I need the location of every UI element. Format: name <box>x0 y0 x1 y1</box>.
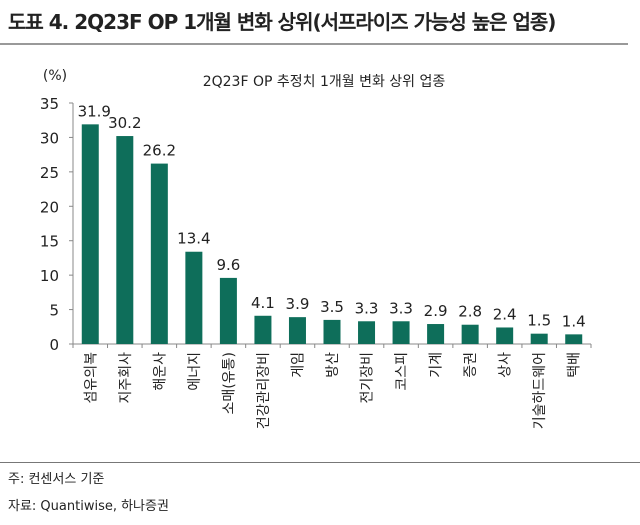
x-tick-label: 증권 <box>463 352 479 378</box>
y-tick-label: 25 <box>40 164 59 182</box>
data-label: 2.8 <box>458 303 482 321</box>
bar <box>288 317 306 344</box>
bar <box>496 327 514 344</box>
data-label: 31.9 <box>78 102 111 120</box>
y-axis-label: (%) <box>43 68 67 84</box>
y-tick-label: 10 <box>40 267 59 285</box>
x-tick-label: 방산 <box>325 352 341 378</box>
data-label: 9.6 <box>216 256 240 274</box>
bar <box>219 277 237 344</box>
title-divider <box>0 43 628 45</box>
y-tick-label: 20 <box>40 198 59 216</box>
data-label: 2.9 <box>424 302 448 320</box>
data-label: 26.2 <box>143 142 176 160</box>
x-tick-label: 에너지 <box>187 352 203 391</box>
data-label: 30.2 <box>108 114 141 132</box>
x-tick-label: 지주회사 <box>118 352 134 404</box>
chart-title: 2Q23F OP 추정치 1개월 변화 상위 업종 <box>203 74 446 90</box>
x-tick-label: 해운사 <box>152 352 168 391</box>
x-tick-label: 게임 <box>290 352 306 378</box>
bar <box>323 319 341 344</box>
bar <box>392 321 410 344</box>
x-tick-label: 기술하드웨어 <box>532 352 548 429</box>
data-label: 1.4 <box>562 312 586 330</box>
y-tick-label: 15 <box>40 233 59 251</box>
y-tick-label: 35 <box>40 95 59 113</box>
bar <box>116 136 134 344</box>
footer-divider <box>0 462 640 463</box>
bar <box>565 334 583 344</box>
data-label: 3.5 <box>320 298 344 316</box>
x-tick-label: 상사 <box>498 352 514 378</box>
y-tick-label: 30 <box>40 129 59 147</box>
data-label: 3.3 <box>389 299 413 317</box>
data-label: 3.3 <box>355 299 379 317</box>
bar <box>427 324 445 344</box>
y-tick-label: 5 <box>49 302 59 320</box>
bar <box>254 315 272 344</box>
bar <box>150 163 168 344</box>
bar <box>358 321 376 344</box>
data-label: 2.4 <box>493 305 517 323</box>
x-tick-label: 소매(유통) <box>221 352 237 414</box>
x-tick-label: 건강관리장비 <box>256 352 272 429</box>
data-label: 3.9 <box>286 295 310 313</box>
x-tick-label: 기계 <box>429 352 445 378</box>
bar-chart: 2Q23F OP 추정치 1개월 변화 상위 업종 (%) 0 5 10 15 20 25… <box>40 68 592 429</box>
data-label: 4.1 <box>251 294 275 312</box>
x-tick-label: 전기장비 <box>360 352 376 404</box>
bar <box>461 324 479 344</box>
bar <box>530 333 548 344</box>
source-note: 자료: Quantiwise, 하나증권 <box>8 499 169 514</box>
bar <box>81 124 99 345</box>
x-tick-label: 코스피 <box>394 352 410 391</box>
footnote: 주: 컨센서스 기준 <box>8 472 105 487</box>
x-tick-label: 섬유의복 <box>83 352 99 404</box>
y-tick-label: 0 <box>49 336 59 354</box>
data-label: 13.4 <box>177 230 210 248</box>
figure-title: 도표 4. 2Q23F OP 1개월 변화 상위(서프라이즈 가능성 높은 업종… <box>8 10 556 34</box>
data-label: 1.5 <box>527 312 551 330</box>
bar <box>185 251 203 344</box>
x-tick-label: 택배 <box>567 352 583 378</box>
